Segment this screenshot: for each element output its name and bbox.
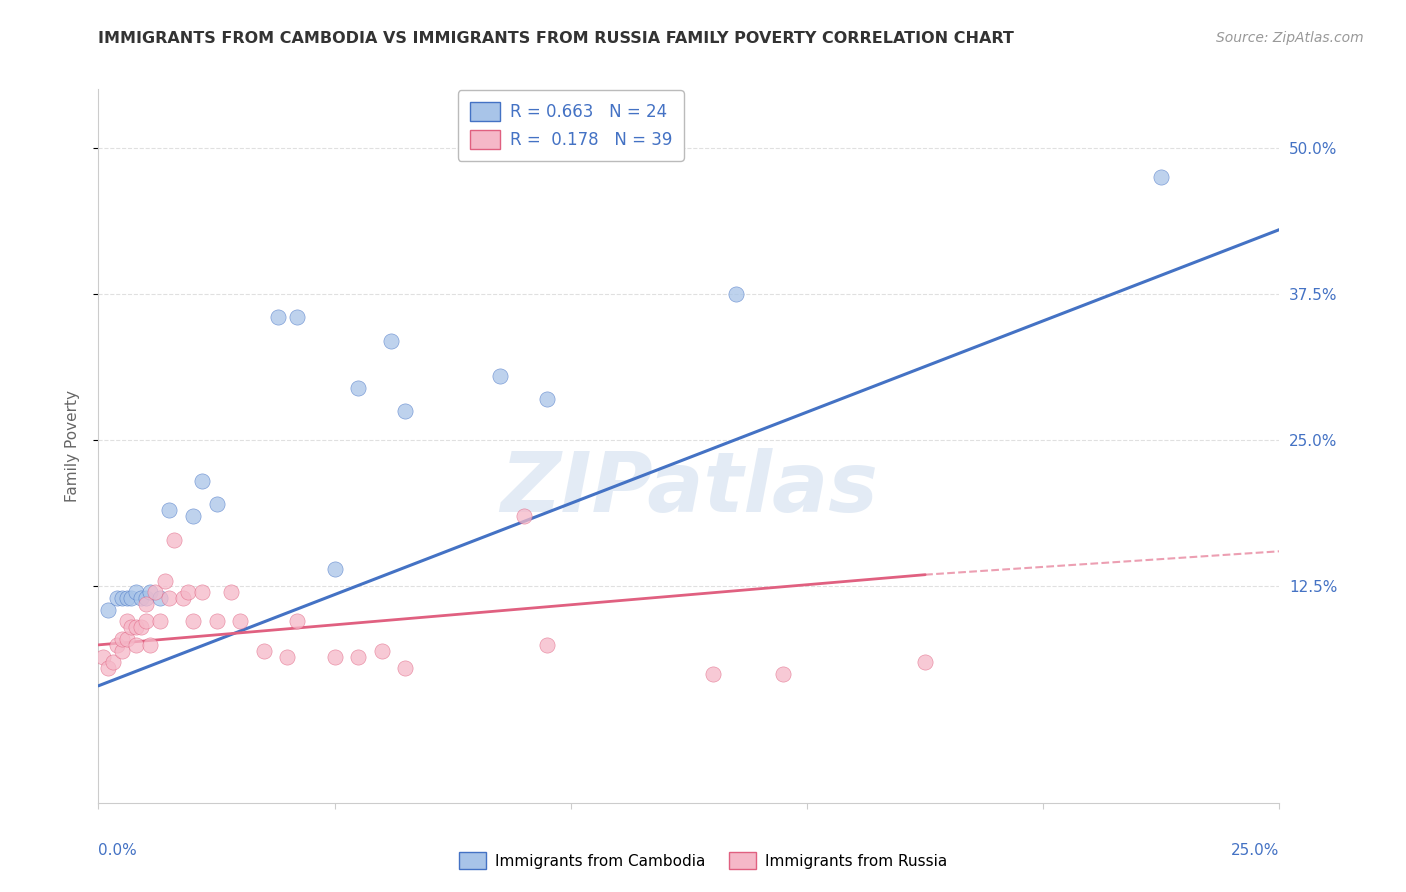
Point bbox=[125, 620, 148, 634]
Point bbox=[105, 638, 128, 652]
Point bbox=[191, 474, 214, 488]
Point bbox=[347, 649, 370, 664]
Point bbox=[129, 591, 152, 605]
Point bbox=[129, 620, 152, 634]
Point bbox=[97, 661, 120, 675]
Point bbox=[229, 615, 252, 629]
Legend: Immigrants from Cambodia, Immigrants from Russia: Immigrants from Cambodia, Immigrants fro… bbox=[453, 846, 953, 875]
Point bbox=[139, 638, 162, 652]
Point bbox=[101, 656, 124, 670]
Point bbox=[323, 562, 346, 576]
Point bbox=[536, 638, 558, 652]
Point bbox=[172, 591, 194, 605]
Point bbox=[149, 615, 172, 629]
Point bbox=[163, 533, 186, 547]
Point bbox=[115, 591, 138, 605]
Point bbox=[253, 644, 276, 658]
Point bbox=[111, 591, 134, 605]
Point bbox=[115, 615, 138, 629]
Point bbox=[115, 632, 138, 646]
Point bbox=[157, 591, 180, 605]
Point bbox=[153, 574, 176, 588]
Point bbox=[914, 656, 936, 670]
Point bbox=[91, 649, 114, 664]
Point bbox=[394, 404, 416, 418]
Point bbox=[125, 585, 148, 599]
Point bbox=[772, 667, 794, 681]
Point bbox=[105, 591, 128, 605]
Point bbox=[205, 615, 228, 629]
Point bbox=[181, 509, 204, 524]
Point bbox=[125, 638, 148, 652]
Point bbox=[191, 585, 214, 599]
Point bbox=[536, 392, 558, 407]
Point bbox=[323, 649, 346, 664]
Point bbox=[219, 585, 242, 599]
Text: IMMIGRANTS FROM CAMBODIA VS IMMIGRANTS FROM RUSSIA FAMILY POVERTY CORRELATION CH: IMMIGRANTS FROM CAMBODIA VS IMMIGRANTS F… bbox=[98, 31, 1014, 46]
Point bbox=[347, 380, 370, 394]
Point bbox=[285, 310, 308, 325]
Point bbox=[1150, 169, 1173, 184]
Point bbox=[111, 644, 134, 658]
Point bbox=[157, 503, 180, 517]
Point bbox=[702, 667, 724, 681]
Point bbox=[205, 498, 228, 512]
Point bbox=[394, 661, 416, 675]
Text: Source: ZipAtlas.com: Source: ZipAtlas.com bbox=[1216, 31, 1364, 45]
Point bbox=[149, 591, 172, 605]
Y-axis label: Family Poverty: Family Poverty bbox=[65, 390, 80, 502]
Point bbox=[267, 310, 290, 325]
Point bbox=[371, 644, 394, 658]
Point bbox=[512, 509, 534, 524]
Point bbox=[135, 597, 157, 611]
Point bbox=[177, 585, 200, 599]
Point bbox=[139, 585, 162, 599]
Point bbox=[181, 615, 204, 629]
Point bbox=[143, 585, 166, 599]
Text: 0.0%: 0.0% bbox=[98, 843, 138, 858]
Point bbox=[285, 615, 308, 629]
Point bbox=[276, 649, 298, 664]
Point bbox=[121, 591, 143, 605]
Text: 25.0%: 25.0% bbox=[1232, 843, 1279, 858]
Point bbox=[121, 620, 143, 634]
Legend: R = 0.663   N = 24, R =  0.178   N = 39: R = 0.663 N = 24, R = 0.178 N = 39 bbox=[458, 90, 683, 161]
Point bbox=[489, 368, 512, 383]
Point bbox=[97, 603, 120, 617]
Point bbox=[135, 591, 157, 605]
Point bbox=[111, 632, 134, 646]
Point bbox=[135, 615, 157, 629]
Point bbox=[380, 334, 402, 348]
Text: ZIPatlas: ZIPatlas bbox=[501, 449, 877, 529]
Point bbox=[725, 287, 748, 301]
